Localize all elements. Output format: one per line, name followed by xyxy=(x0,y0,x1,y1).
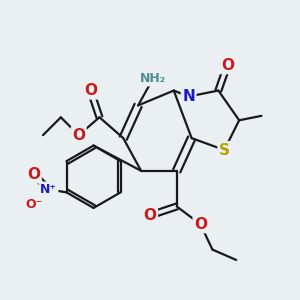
Text: S: S xyxy=(219,142,230,158)
Text: O: O xyxy=(143,208,157,223)
Text: N⁺: N⁺ xyxy=(40,183,57,196)
Text: O⁻: O⁻ xyxy=(25,198,42,211)
Text: O: O xyxy=(72,128,85,142)
Text: NH₂: NH₂ xyxy=(140,72,166,85)
Text: O: O xyxy=(221,58,234,73)
Text: O: O xyxy=(194,217,207,232)
Text: O: O xyxy=(27,167,40,182)
Text: O: O xyxy=(84,83,97,98)
Text: N: N xyxy=(182,89,195,104)
